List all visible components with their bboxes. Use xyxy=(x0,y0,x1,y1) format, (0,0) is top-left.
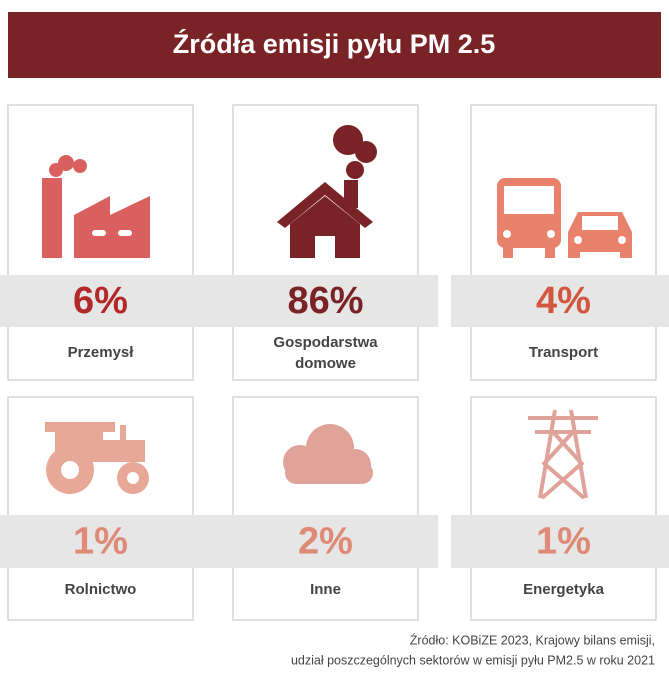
value-band xyxy=(213,515,438,568)
house-icon xyxy=(277,125,377,258)
percent: 1% xyxy=(536,521,591,563)
value-band xyxy=(0,275,213,327)
value-band xyxy=(451,515,669,568)
value-band xyxy=(451,275,669,327)
percent: 4% xyxy=(536,280,591,322)
percent: 6% xyxy=(73,280,128,322)
percent: 2% xyxy=(298,521,353,563)
title: Źródła emisji pyłu PM 2.5 xyxy=(173,28,496,59)
card xyxy=(470,396,657,621)
percent: 1% xyxy=(73,521,128,563)
title-banner xyxy=(8,12,661,78)
pylon-icon xyxy=(528,409,598,500)
card xyxy=(232,104,419,381)
transport-icon xyxy=(497,178,632,258)
sector-label: Transport xyxy=(529,344,598,361)
sector-label: Rolnictwo xyxy=(65,581,137,598)
source-line: udział poszczególnych sektorów w emisji … xyxy=(291,653,655,667)
value-band xyxy=(213,275,438,327)
sector-label: Przemysł xyxy=(68,344,135,361)
percent: 86% xyxy=(287,280,363,322)
sector-label: Gospodarstwa domowe xyxy=(273,334,378,372)
cloud-icon xyxy=(283,424,373,484)
sector-label: Energetyka xyxy=(523,581,605,598)
source-line: Źródło: KOBiZE 2023, Krajowy bilans emis… xyxy=(410,632,655,647)
tractor-icon xyxy=(45,422,149,494)
factory-icon xyxy=(42,155,150,258)
value-band xyxy=(0,515,213,568)
sector-label: Inne xyxy=(310,581,341,598)
